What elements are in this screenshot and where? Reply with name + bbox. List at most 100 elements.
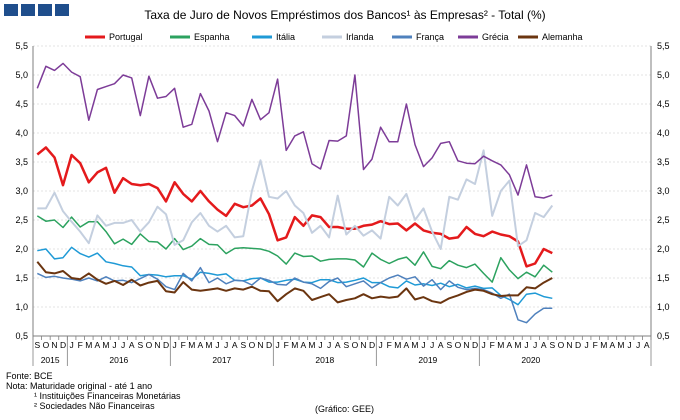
x-tick-label: O	[43, 340, 50, 350]
x-tick-label: M	[600, 340, 607, 350]
x-tick-label: O	[558, 340, 565, 350]
y-tick-label-left: 3,5	[15, 157, 28, 167]
legend-label-irlanda: Irlanda	[346, 32, 374, 42]
x-tick-label: J	[215, 340, 219, 350]
series-line-frança	[36, 266, 553, 324]
x-tick-label: M	[308, 340, 315, 350]
x-tick-label: M	[205, 340, 212, 350]
footnote-2: ² Sociedades Não Financeiras	[34, 401, 155, 411]
y-tick-label-right: 5,5	[657, 41, 670, 51]
y-tick-label-right: 4,5	[657, 99, 670, 109]
x-tick-label: N	[257, 340, 263, 350]
x-tick-label: A	[335, 340, 341, 350]
maturity-note: Nota: Maturidade original - até 1 ano	[6, 381, 153, 391]
y-tick-label-right: 1,0	[657, 302, 670, 312]
x-tick-label: J	[70, 340, 74, 350]
x-tick-label: J	[112, 340, 116, 350]
y-tick-label-left: 1,5	[15, 273, 28, 283]
x-tick-label: M	[514, 340, 521, 350]
x-tick-label: J	[636, 340, 640, 350]
x-tick-label: F	[387, 340, 392, 350]
x-tick-label: S	[34, 340, 40, 350]
y-tick-label-left: 0,5	[15, 331, 28, 341]
x-tick-label: N	[360, 340, 366, 350]
legend-label-itália: Itália	[276, 32, 295, 42]
x-tick-label: A	[232, 340, 238, 350]
y-tick-label-right: 0,5	[657, 331, 670, 341]
chart-legend: Portugal Espanha Itália Irlanda França Grécia…	[85, 32, 583, 42]
x-tick-label: S	[549, 340, 555, 350]
footnote-1: ¹ Instituições Financeiras Monetárias	[34, 391, 181, 401]
x-tick-label: S	[446, 340, 452, 350]
gridlines	[33, 45, 651, 337]
year-label: 2017	[212, 355, 231, 365]
x-tick-label: J	[585, 340, 589, 350]
x-tick-label: N	[154, 340, 160, 350]
x-tick-label: M	[85, 340, 92, 350]
x-tick-label: S	[137, 340, 143, 350]
x-tick-label: M	[497, 340, 504, 350]
x-tick-label: D	[575, 340, 581, 350]
x-tick-label: D	[163, 340, 169, 350]
logo-block-3	[38, 4, 52, 16]
series-line-itália	[37, 246, 553, 306]
x-tick-label: A	[198, 340, 204, 350]
x-tick-label: N	[566, 340, 572, 350]
y-tick-label-left: 4,0	[15, 128, 28, 138]
source-note: Fonte: BCE	[6, 371, 53, 381]
x-tick-label: J	[276, 340, 280, 350]
x-tick-label: M	[617, 340, 624, 350]
legend-label-espanha: Espanha	[194, 32, 230, 42]
x-tick-label: O	[352, 340, 359, 350]
x-tick-label: A	[644, 340, 650, 350]
y-tick-label-right: 3,5	[657, 157, 670, 167]
x-tick-label: M	[291, 340, 298, 350]
x-tick-label: A	[301, 340, 307, 350]
series-line-alemanha	[36, 261, 553, 304]
x-tick-label: A	[129, 340, 135, 350]
year-label: 2019	[418, 355, 437, 365]
x-tick-label: M	[188, 340, 195, 350]
x-tick-label: F	[490, 340, 495, 350]
x-tick-label: J	[224, 340, 228, 350]
x-tick-label: J	[327, 340, 331, 350]
logo-block-4	[55, 4, 69, 16]
x-tick-label: J	[421, 340, 425, 350]
line-chart: Taxa de Juro de Novos Empréstimos dos Ba…	[15, 8, 670, 366]
x-tick-label: M	[411, 340, 418, 350]
y-axis-right: 0,5 1,0 1,5 2,0 2,5 3,0 3,5 4,0 4,5 5,0 5,5	[657, 41, 670, 341]
x-tick-label: A	[95, 340, 101, 350]
y-tick-label-left: 3,0	[15, 186, 28, 196]
chart-title: Taxa de Juro de Novos Empréstimos dos Ba…	[144, 8, 545, 22]
x-tick-label: N	[51, 340, 57, 350]
x-tick-label: J	[318, 340, 322, 350]
x-tick-label: J	[173, 340, 177, 350]
x-tick-label: N	[463, 340, 469, 350]
series-line-espanha	[36, 215, 553, 283]
x-tick-label: O	[455, 340, 462, 350]
x-tick-label: F	[284, 340, 289, 350]
x-tick-label: F	[78, 340, 83, 350]
x-tick-label: O	[146, 340, 153, 350]
x-tick-label: A	[404, 340, 410, 350]
y-tick-label-left: 5,5	[15, 41, 28, 51]
logo-block-2	[21, 4, 35, 16]
x-tick-label: A	[610, 340, 616, 350]
x-tick-label: M	[394, 340, 401, 350]
chart-credit: (Gráfico: GEE)	[315, 404, 375, 414]
year-label: 2015	[41, 355, 60, 365]
x-tick-label: M	[102, 340, 109, 350]
y-tick-label-right: 3,0	[657, 186, 670, 196]
y-tick-label-right: 2,0	[657, 244, 670, 254]
series-line-grécia	[36, 62, 553, 199]
y-tick-label-right: 4,0	[657, 128, 670, 138]
y-tick-label-right: 2,5	[657, 215, 670, 225]
legend-label-alemanha: Alemanha	[542, 32, 583, 42]
year-label: 2020	[521, 355, 540, 365]
x-tick-label: D	[266, 340, 272, 350]
x-tick-label: J	[524, 340, 528, 350]
legend-label-grécia: Grécia	[482, 32, 509, 42]
chart-notes: Fonte: BCE Nota: Maturidade original - a…	[6, 371, 181, 411]
y-tick-label-right: 1,5	[657, 273, 670, 283]
